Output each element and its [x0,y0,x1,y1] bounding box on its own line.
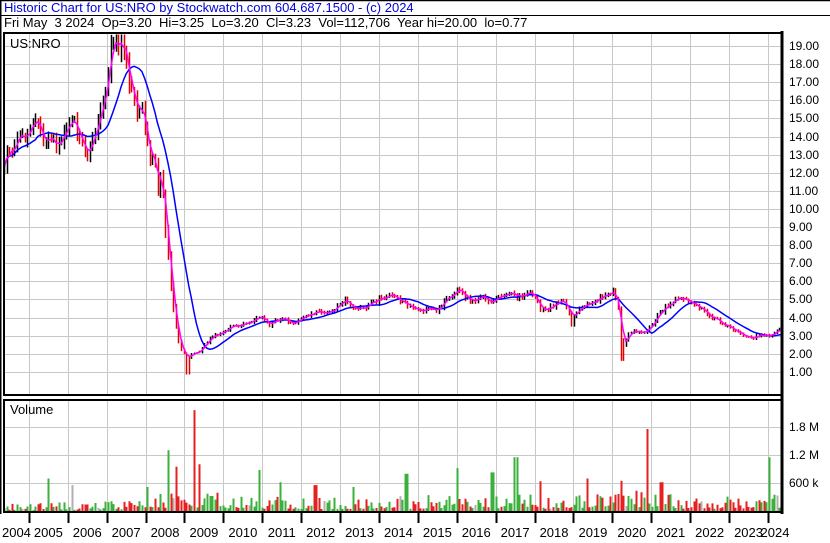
price-axis-label: 16.00 [789,93,820,108]
year-axis-label: 2015 [422,525,452,540]
year-axis-label: 2024 [760,525,790,540]
volume-bars-neutral [21,485,779,511]
price-axis-label: 19.00 [789,39,820,53]
chart-title: Historic Chart for US:NRO by Stockwatch.… [4,0,414,15]
price-axis-label: 2.00 [789,346,813,361]
price-axis-label: 18.00 [789,57,820,72]
year-axis-label: 2005 [33,525,63,540]
price-bars-down [8,34,784,375]
year-axis-label: 2020 [617,525,647,540]
volume-panel-label: Volume [10,402,54,417]
price-axis-label: 9.00 [789,220,813,234]
volume-bars-down [8,410,784,511]
year-tick-marks [28,513,770,523]
price-bars-up [3,34,781,359]
price-axis-label: 10.00 [789,201,820,216]
price-gridlines-h [4,46,782,373]
price-axis-label: 8.00 [789,238,813,253]
year-axis-label: 2006 [72,525,102,540]
year-axis-label: 2009 [189,525,219,540]
year-axis-label: 2004 [1,525,31,540]
year-axis-label: 2022 [695,525,725,540]
price-axis-label: 7.00 [789,256,813,271]
year-axis-label: 2008 [150,525,180,540]
quote-summary-line: Fri May 3 2024 Op=3.20 Hi=3.25 Lo=3.20 C… [4,15,528,30]
price-axis-label: 6.00 [789,274,813,289]
year-axis-label: 2013 [345,525,374,540]
year-axis-label: 2021 [656,525,686,540]
year-axis-label: 2014 [383,525,413,540]
year-axis-label: 2023 [734,525,763,540]
volume-axis-label: 600 k [789,476,819,491]
price-axis-label: 12.00 [789,165,820,180]
volume-axis-label: 1.8 M [789,419,820,434]
price-axis-label: 13.00 [789,147,820,162]
volume-gridlines-h [4,427,782,484]
price-axis-label: 4.00 [789,310,813,325]
moving-average-fast-line [3,41,783,357]
symbol-label: US:NRO [10,36,61,51]
price-axis-label: 14.00 [789,129,820,144]
year-axis-label: 2017 [500,525,530,540]
price-axis-label: 5.00 [789,292,813,307]
moving-average-slow-line [3,65,783,350]
price-axis-label: 17.00 [789,75,820,90]
price-axis-label: 11.00 [789,183,819,198]
price-axis-label: 1.00 [789,364,813,379]
year-axis-label: 2012 [306,525,336,540]
price-axis-label: 3.00 [789,328,813,343]
volume-axis-label: 1.2 M [789,447,820,462]
year-axis-label: 2010 [228,525,258,540]
year-axis-label: 2011 [267,525,296,540]
year-axis-label: 2016 [461,525,491,540]
year-axis-label: 2019 [578,525,608,540]
year-axis-label: 2007 [111,525,141,540]
year-axis-label: 2018 [539,525,569,540]
year-gridlines-v [29,33,769,512]
price-axis-label: 15.00 [789,111,820,126]
